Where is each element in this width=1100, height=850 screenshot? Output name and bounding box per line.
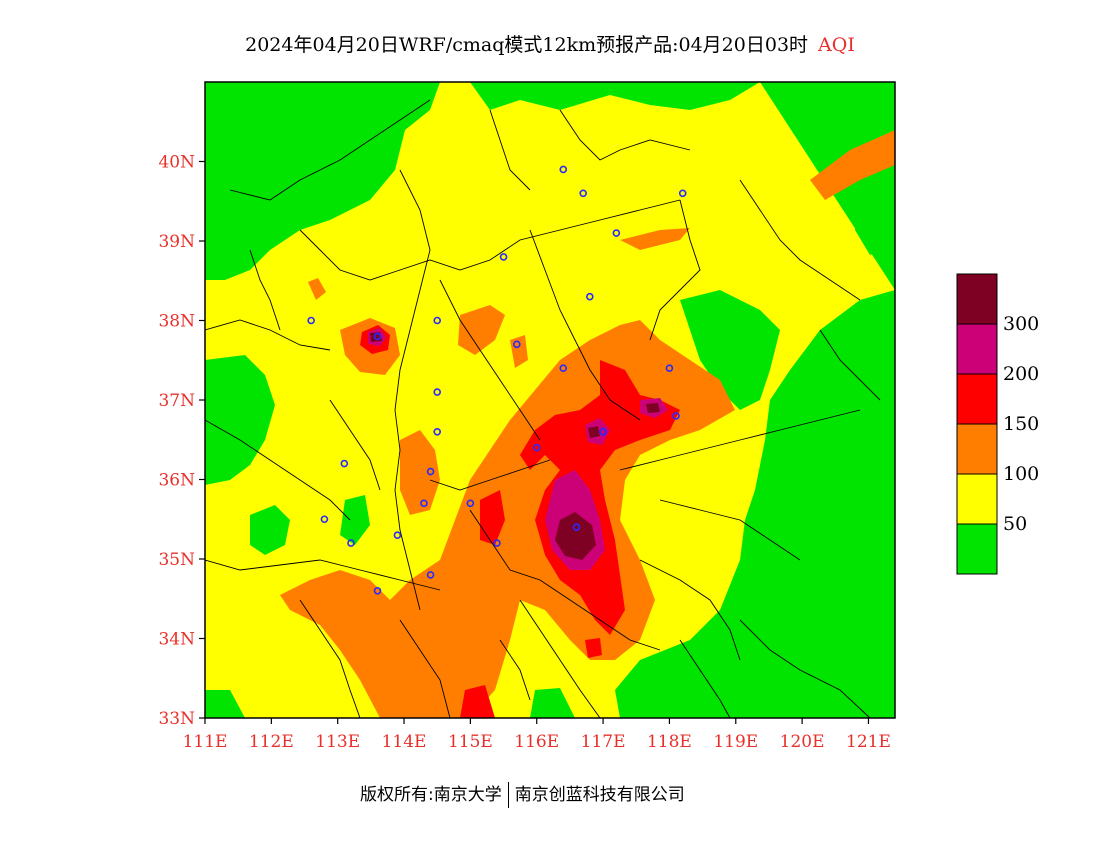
legend-label: 150 (1003, 413, 1039, 435)
station-marker (393, 531, 402, 539)
lon-tick-label: 121E (846, 732, 891, 752)
legend-swatch (956, 373, 998, 425)
aqi-good-region-south-patch (530, 688, 575, 718)
aqi-orange-west-patch (308, 278, 326, 300)
legend-swatch (956, 273, 998, 325)
footer-left: 版权所有:南京大学 (360, 785, 502, 805)
station-marker (347, 539, 355, 547)
aqi-good-region-west (205, 355, 275, 485)
legend-swatch (956, 523, 998, 575)
aqi-good-region-coast (855, 190, 895, 255)
station-marker (586, 292, 594, 301)
monitoring-stations (307, 165, 687, 595)
aqi-field (205, 82, 895, 718)
footer-right: 南京创蓝科技有限公司 (514, 785, 685, 805)
station-marker (320, 515, 329, 524)
footer-separator (507, 782, 509, 808)
aqi-red-south-patch (585, 638, 602, 658)
aqi-maroon-heze (555, 512, 596, 560)
lon-tick-label: 117E (581, 732, 626, 752)
legend-label: 300 (1003, 313, 1039, 335)
station-marker (426, 571, 435, 579)
lon-tick-label: 116E (514, 732, 559, 752)
lat-tick-label: 33N (158, 709, 195, 729)
station-marker (513, 340, 521, 349)
aqi-legend: 300 200 150 100 50 (956, 273, 1039, 575)
aqi-orange-northeast-streak (810, 130, 895, 200)
copyright-footer: 版权所有:南京大学 南京创蓝科技有限公司 (360, 780, 685, 808)
legend-swatch (956, 423, 998, 475)
lat-tick-label: 39N (158, 232, 195, 252)
legend-label: 200 (1003, 363, 1039, 385)
legend-label: 100 (1003, 463, 1039, 485)
station-marker (433, 388, 442, 396)
station-marker (672, 412, 680, 420)
lat-tick-label: 35N (158, 550, 195, 570)
lat-tick-label: 40N (158, 153, 195, 173)
station-marker (559, 165, 568, 174)
lon-tick-label: 115E (448, 732, 493, 752)
aqi-good-region-east (615, 82, 895, 718)
station-marker (572, 523, 581, 532)
lon-tick-label: 118E (647, 732, 692, 752)
aqi-maroon-zibo (646, 403, 660, 413)
aqi-good-region-north (470, 82, 760, 110)
station-marker (559, 364, 568, 373)
lat-tick-label: 37N (158, 391, 195, 411)
admin-boundaries (205, 99, 881, 718)
aqi-good-region-center-patch (340, 495, 370, 545)
legend-label: 50 (1003, 513, 1027, 535)
legend-swatch (956, 473, 998, 525)
aqi-red-west-streak (480, 490, 505, 545)
station-marker (433, 427, 442, 436)
aqi-red-south-tip (460, 685, 495, 718)
lon-tick-label: 113E (315, 732, 360, 752)
station-marker (307, 316, 315, 325)
aqi-red-core (520, 360, 680, 635)
aqi-good-region-northeast (680, 290, 780, 410)
aqi-orange-shijiazhuang-patch (458, 305, 505, 355)
aqi-good-region-northwest (205, 82, 440, 280)
station-marker (493, 539, 501, 547)
aqi-good-region-south (205, 690, 245, 718)
station-marker (599, 427, 607, 436)
station-marker (665, 364, 674, 373)
station-marker (532, 443, 541, 452)
station-marker (373, 332, 382, 341)
legend-swatch (956, 323, 998, 375)
station-marker (420, 499, 428, 508)
aqi-orange-handan-patch (400, 430, 440, 515)
lon-tick-label: 114E (382, 732, 427, 752)
station-marker (466, 499, 475, 508)
aqi-good-region-southwest-patch (250, 505, 290, 555)
lat-tick-label: 36N (158, 471, 195, 491)
lon-tick-label: 120E (780, 732, 825, 752)
station-marker (678, 189, 687, 198)
lon-tick-label: 111E (183, 732, 228, 752)
station-marker (499, 253, 508, 261)
station-marker (373, 586, 382, 595)
latitude-axis: 33N 34N 35N 36N 37N 38N 39N 40N (158, 153, 205, 729)
station-marker (433, 316, 442, 325)
map-title: 2024年04月20日WRF/cmaq模式12km预报产品:04月20日03时 A… (0, 30, 1100, 57)
station-marker (340, 459, 349, 468)
longitude-axis: 111E 112E 113E 114E 115E 116E 117E 118E 119E 120E… (183, 718, 891, 752)
title-variable: AQI (818, 34, 855, 56)
aqi-orange-tianjin-streak (620, 228, 690, 250)
station-marker (579, 189, 587, 198)
lat-tick-label: 34N (158, 630, 195, 650)
station-marker (612, 229, 621, 237)
lat-tick-label: 38N (158, 312, 195, 332)
station-marker (426, 467, 435, 476)
aqi-maroon-jinan (588, 426, 600, 438)
lon-tick-label: 112E (249, 732, 294, 752)
title-main: 2024年04月20日WRF/cmaq模式12km预报产品:04月20日03时 (245, 34, 809, 56)
lon-tick-label: 119E (713, 732, 758, 752)
